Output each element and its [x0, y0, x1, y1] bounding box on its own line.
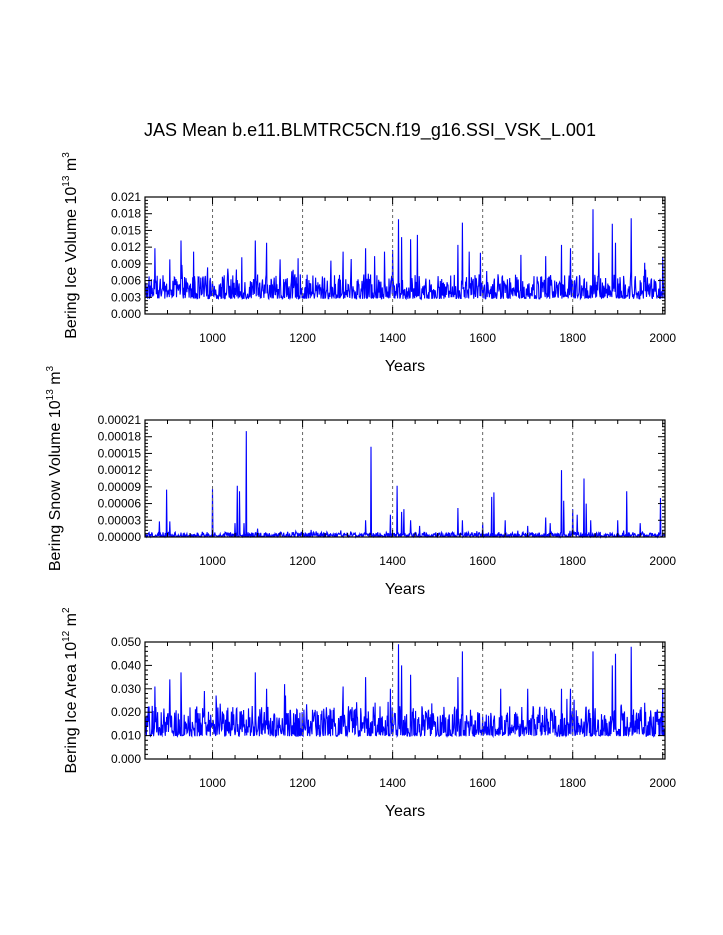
y-tick-label: 0.00012 [98, 463, 142, 477]
y-axis-label: Bering Ice Volume 1013 m3 [61, 152, 80, 339]
y-tick-label: 0.015 [111, 223, 141, 237]
x-axis-label: Years [385, 358, 425, 375]
y-tick-label: 0.010 [111, 729, 141, 743]
y-tick-label: 0.000 [111, 752, 141, 766]
x-tick-label: 1600 [469, 554, 496, 568]
plot-frame [144, 419, 666, 538]
chart-title: JAS Mean b.e11.BLMTRC5CN.f19_g16.SSI_VSK… [144, 120, 596, 141]
y-tick-label: 0.00021 [98, 413, 142, 427]
y-tick-label: 0.006 [111, 274, 141, 288]
y-tick-label: 0.040 [111, 658, 141, 672]
y-tick-label: 0.00015 [98, 446, 142, 460]
x-tick-label: 1400 [379, 776, 406, 790]
x-tick-label: 1200 [289, 331, 316, 345]
x-tick-label: 1800 [559, 331, 586, 345]
y-label-main: Bering Ice Area 10 [63, 642, 80, 774]
y-tick-label: 0.020 [111, 705, 141, 719]
y-tick-label: 0.018 [111, 207, 141, 221]
x-axis-label: Years [385, 581, 425, 598]
y-tick-label: 0.009 [111, 257, 141, 271]
x-tick-label: 1400 [379, 331, 406, 345]
y-tick-label: 0.050 [111, 635, 141, 649]
series-line [144, 644, 666, 739]
x-tick-label: 1200 [289, 776, 316, 790]
panel-3: 1000 1200 1400 1600 1800 2000 0.000 0.010 0.020 0… [61, 607, 676, 820]
y-tick-label: 0.000 [111, 307, 141, 321]
y-label-unit: m [63, 158, 80, 176]
y-label-unit-exponent: 2 [61, 607, 72, 613]
x-tick-label: 1000 [199, 776, 226, 790]
y-label-exponent: 13 [61, 175, 72, 187]
y-axis-label: Bering Ice Area 1012 m2 [61, 607, 80, 774]
x-tick-label: 1200 [289, 554, 316, 568]
panel-2: 1000 1200 1400 1600 1800 2000 0.00000 0.00003 0.… [45, 365, 676, 598]
y-label-main: Bering Snow Volume 10 [47, 400, 64, 571]
y-tick-label: 0.003 [111, 290, 141, 304]
x-tick-label: 1600 [469, 331, 496, 345]
x-tick-label: 1800 [559, 554, 586, 568]
x-tick-label: 1800 [559, 776, 586, 790]
y-axis-label: Bering Snow Volume 1013 m3 [45, 365, 64, 571]
y-tick-label: 0.012 [111, 240, 141, 254]
y-label-exponent: 13 [45, 389, 56, 401]
y-tick-label: 0.030 [111, 682, 141, 696]
plot-frame [144, 641, 666, 760]
x-tick-label: 2000 [649, 776, 676, 790]
y-tick-label: 0.021 [111, 190, 141, 204]
panel-1: 1000 1200 1400 1600 1800 2000 0.000 0.003 0.006 0… [61, 152, 676, 375]
y-tick-label: 0.00018 [98, 430, 142, 444]
series-line [144, 209, 666, 301]
y-label-unit: m [63, 613, 80, 631]
y-tick-label: 0.00000 [98, 530, 142, 544]
y-tick-label: 0.00006 [98, 497, 142, 511]
x-tick-label: 2000 [649, 554, 676, 568]
x-tick-label: 1400 [379, 554, 406, 568]
x-tick-label: 1600 [469, 776, 496, 790]
y-tick-label: 0.00009 [98, 480, 142, 494]
y-label-exponent: 12 [61, 630, 72, 642]
x-tick-label: 2000 [649, 331, 676, 345]
y-label-unit-exponent: 3 [45, 365, 56, 371]
x-axis-label: Years [385, 803, 425, 820]
x-tick-label: 1000 [199, 554, 226, 568]
y-label-unit-exponent: 3 [61, 152, 72, 158]
y-label-unit: m [47, 371, 64, 389]
y-tick-label: 0.00003 [98, 513, 142, 527]
plot-frame [144, 196, 666, 315]
series-line [144, 431, 666, 539]
y-label-main: Bering Ice Volume 10 [63, 187, 80, 339]
x-tick-label: 1000 [199, 331, 226, 345]
